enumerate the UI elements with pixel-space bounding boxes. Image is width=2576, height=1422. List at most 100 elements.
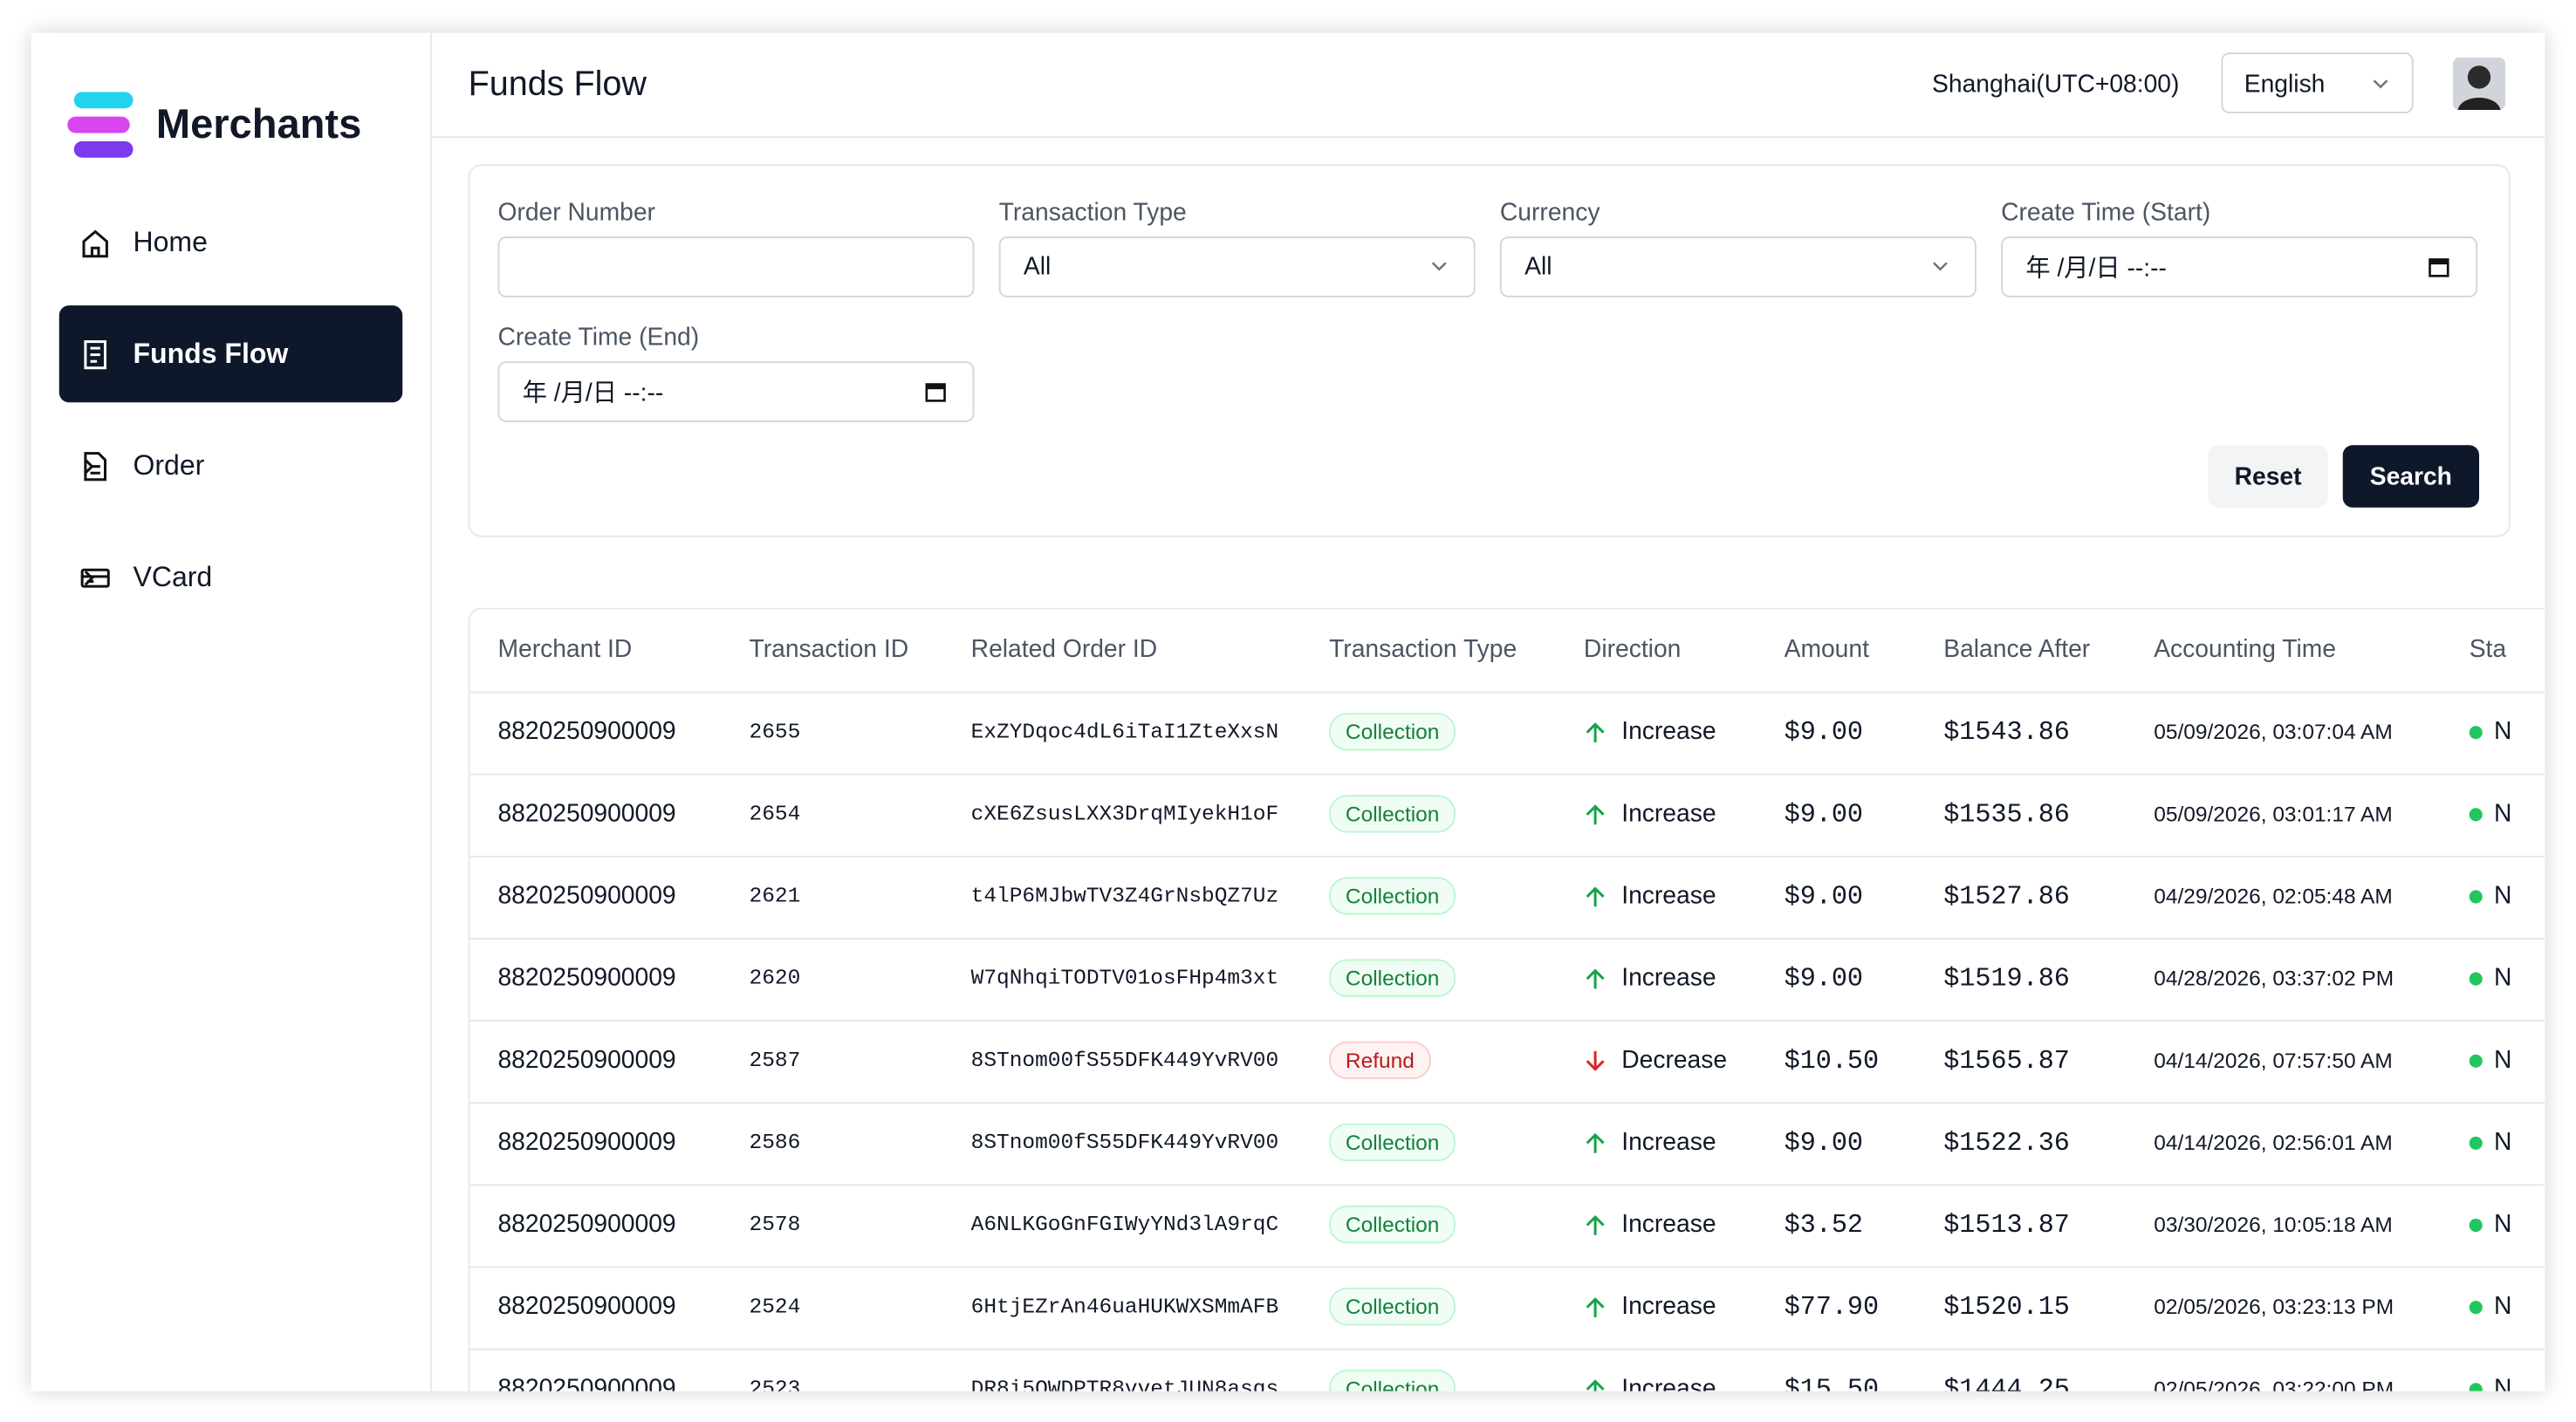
cell: 05/09/2026, 03:01:17 AM	[2154, 801, 2393, 826]
field-label: Create Time (Start)	[2001, 198, 2211, 227]
cell: $1527.86	[1943, 882, 2070, 912]
reset-button[interactable]: Reset	[2208, 445, 2328, 508]
field-input[interactable]: All	[998, 236, 1476, 297]
status: N	[2493, 964, 2512, 993]
cell: 8820250900009	[497, 1374, 676, 1391]
table-row	[469, 856, 2545, 940]
brand: Merchants	[155, 101, 362, 148]
status-dot	[2469, 726, 2483, 740]
cell: DR8i5QWDPTR8vvetJUN8asqs	[970, 1376, 1279, 1391]
cell: 2524	[749, 1294, 801, 1319]
cell: 2655	[749, 719, 801, 744]
status-dot	[2469, 1054, 2483, 1068]
field-input[interactable]: All	[1499, 236, 1977, 297]
direction-icon	[1586, 1132, 1605, 1153]
type-badge: Collection	[1329, 959, 1456, 997]
cell: $9.00	[1784, 717, 1864, 748]
cell: W7qNhqiTODTV01osFHp4m3xt	[970, 966, 1279, 991]
column-header: Balance After	[1943, 635, 2091, 664]
status: N	[2493, 1210, 2512, 1239]
status-dot	[2469, 1218, 2483, 1233]
cell: 03/30/2026, 10:05:18 AM	[2154, 1212, 2393, 1237]
cell: 8820250900009	[497, 1210, 676, 1239]
direction: Increase	[1621, 882, 1716, 911]
direction-icon	[1586, 886, 1605, 907]
field-input[interactable]	[497, 236, 975, 297]
table-row	[469, 692, 2545, 776]
type-badge: Collection	[1329, 1370, 1456, 1391]
header-row	[469, 609, 2545, 694]
page-title: Funds Flow	[468, 65, 647, 104]
direction: Increase	[1621, 1210, 1716, 1239]
language: English	[2244, 70, 2326, 99]
field-value: 年 /月/日 --:--	[522, 379, 664, 407]
field-label: Create Time (End)	[497, 323, 700, 352]
direction-icon	[1586, 1379, 1605, 1391]
cell: $9.00	[1784, 799, 1864, 830]
cell: $1522.36	[1943, 1128, 2070, 1159]
cell: 05/09/2026, 03:07:04 AM	[2154, 719, 2393, 744]
logo	[67, 92, 134, 158]
direction: Increase	[1621, 1374, 1716, 1391]
status: N	[2493, 799, 2512, 828]
chevron	[1431, 262, 1447, 271]
field-input[interactable]: 年 /月/日 --:--	[2001, 236, 2478, 297]
cell: 8820250900009	[497, 882, 676, 911]
cell: $1565.87	[1943, 1046, 2070, 1077]
nav-item[interactable]: Order	[59, 417, 402, 514]
nav-item[interactable]: Home	[59, 194, 402, 291]
cell: 8820250900009	[497, 1292, 676, 1321]
avatar[interactable]	[2452, 57, 2506, 111]
cell: $1444.25	[1943, 1374, 2070, 1391]
status-dot	[2469, 808, 2483, 822]
status-dot	[2469, 1301, 2483, 1315]
cell: $9.00	[1784, 1128, 1864, 1159]
cell: 8820250900009	[497, 1128, 676, 1157]
nav-label: Funds Flow	[133, 337, 289, 369]
cell: 2578	[749, 1212, 801, 1237]
cell: 04/14/2026, 02:56:01 AM	[2154, 1130, 2393, 1155]
type-badge: Collection	[1329, 1288, 1456, 1326]
cell: 02/05/2026, 03:22:00 PM	[2154, 1376, 2394, 1391]
status: N	[2493, 717, 2512, 746]
nav-item[interactable]: VCard	[59, 529, 402, 626]
cell: $1513.87	[1943, 1210, 2070, 1241]
table-row	[469, 1184, 2545, 1268]
direction: Increase	[1621, 799, 1716, 828]
app-window: Merchants Home Funds Flow Order VCard Fu…	[31, 32, 2545, 1391]
type-badge: Collection	[1329, 1205, 1456, 1244]
nav-label: VCard	[133, 560, 213, 592]
column-header: Merchant ID	[497, 635, 633, 664]
table-row	[469, 1267, 2545, 1350]
language-select[interactable]: English	[2221, 52, 2414, 113]
status: N	[2493, 1292, 2512, 1321]
status-dot	[2469, 890, 2483, 904]
chevron	[1933, 262, 1948, 271]
cell: 2621	[749, 883, 801, 909]
field-input[interactable]: 年 /月/日 --:--	[497, 361, 975, 422]
cell: $77.90	[1784, 1292, 1880, 1323]
table-row	[469, 1020, 2545, 1104]
column-header: Sta	[2469, 635, 2507, 664]
column-header: Transaction Type	[1329, 635, 1518, 664]
cell: $1520.15	[1943, 1292, 2070, 1323]
direction-icon	[1586, 1050, 1605, 1071]
cell: $3.52	[1784, 1210, 1864, 1241]
calendar-icon	[925, 383, 946, 402]
nav-item[interactable]: Funds Flow	[58, 305, 403, 403]
calendar-icon	[2429, 258, 2449, 277]
status: N	[2493, 1128, 2512, 1157]
cell: ExZYDqoc4dL6iTaI1ZteXxsN	[970, 719, 1279, 744]
cell: 8STnom00fS55DFK449YvRV00	[970, 1130, 1279, 1155]
nav-label: Home	[133, 225, 208, 257]
cell: $1543.86	[1943, 717, 2070, 748]
cell: cXE6ZsusLXX3DrqMIyekH1oF	[970, 801, 1279, 826]
status: N	[2493, 1374, 2512, 1391]
status: N	[2493, 1046, 2512, 1075]
cell: 6HtjEZrAn46uaHUKWXSMmAFB	[970, 1294, 1279, 1319]
search-button[interactable]: Search	[2342, 445, 2479, 508]
status-dot	[2469, 1383, 2483, 1391]
direction-icon	[1586, 1297, 1605, 1317]
cell: A6NLKGoGnFGIWyYNd3lA9rqC	[970, 1212, 1279, 1237]
cell: 8820250900009	[497, 717, 676, 746]
